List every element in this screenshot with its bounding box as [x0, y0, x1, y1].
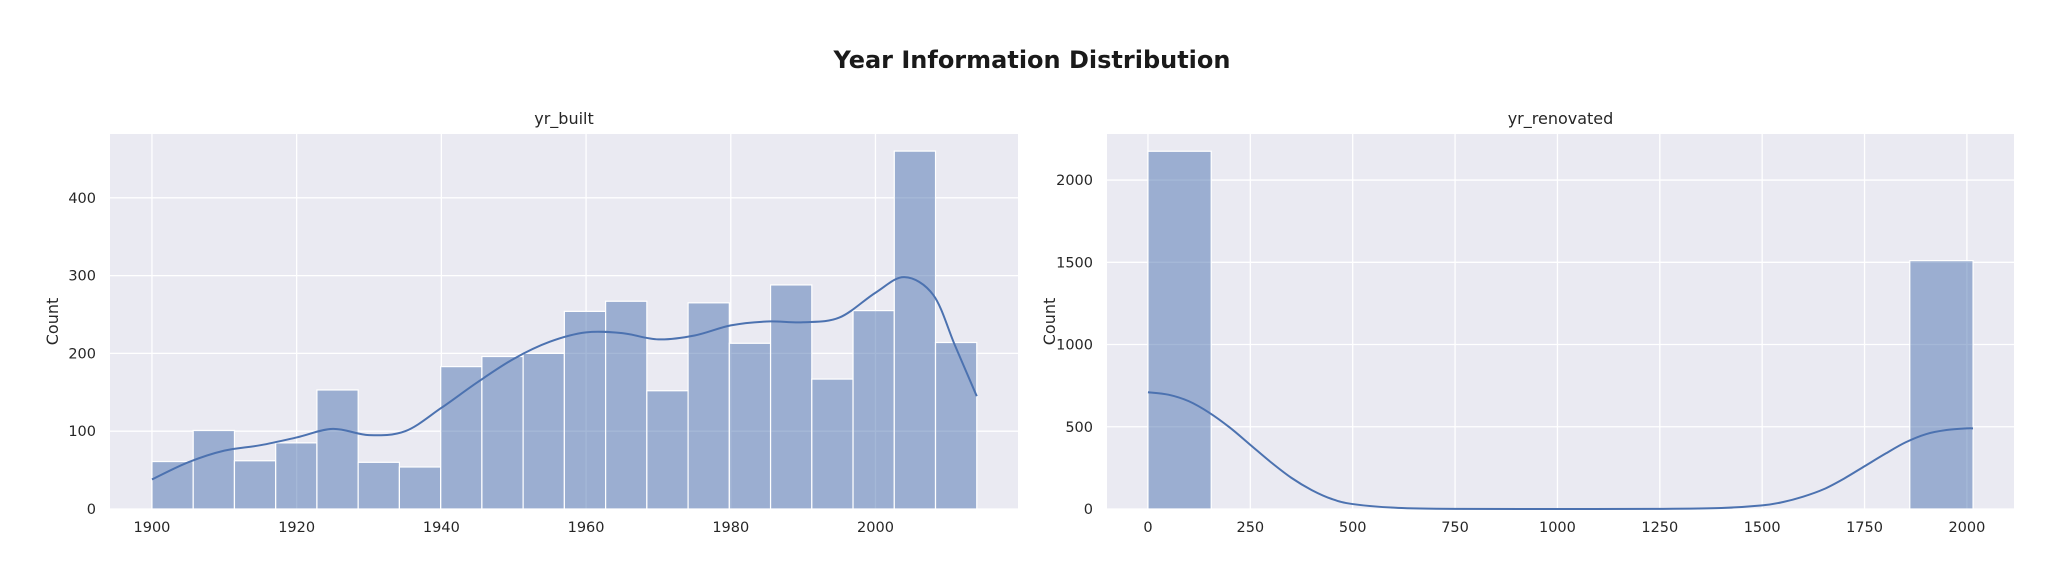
histogram-bar — [275, 442, 318, 510]
x-tick-label: 1960 — [568, 520, 605, 536]
histogram-bar — [1147, 150, 1212, 510]
x-tick-label: 1750 — [1846, 520, 1883, 536]
y-tick-label: 400 — [68, 191, 96, 207]
y-tick-label: 0 — [87, 502, 96, 518]
kde-line — [151, 276, 978, 481]
histogram-bar — [1909, 260, 1974, 510]
panel-title: yr_built — [534, 109, 594, 129]
histogram-bar — [233, 460, 277, 510]
x-tick-label: 1940 — [423, 520, 460, 536]
histogram-bar — [316, 389, 359, 510]
y-tick-label: 2000 — [1056, 173, 1093, 189]
histogram-bar — [852, 310, 895, 510]
histogram-bar — [934, 341, 978, 510]
histogram-bar — [728, 342, 772, 510]
y-tick-label: 200 — [68, 346, 96, 362]
histogram-bar — [440, 366, 483, 510]
y-tick-label: 1000 — [1056, 338, 1093, 354]
x-tick-label: 2000 — [1948, 520, 1985, 536]
y-tick-label: 1500 — [1056, 255, 1093, 271]
histogram-bar — [811, 378, 854, 510]
histogram-bar — [398, 466, 442, 510]
x-tick-label: 750 — [1441, 520, 1469, 536]
histogram-bar — [481, 355, 524, 510]
histogram-bar — [522, 352, 565, 510]
y-tick-label: 500 — [1065, 420, 1093, 436]
chart-panel-yr-built: 1900 1920 1940 1960 1980 2000 0 100 200 300 400 yr_… — [43, 109, 1018, 536]
y-tick-label: 0 — [1084, 502, 1093, 518]
histogram-bar — [687, 302, 730, 510]
histogram-bar — [646, 390, 689, 510]
x-tick-label: 2000 — [857, 520, 894, 536]
panels: 1900 1920 1940 1960 1980 2000 0 100 200 300 400 yr_… — [43, 109, 2014, 536]
x-tick-label: 1900 — [134, 520, 171, 536]
x-tick-label: 1500 — [1744, 520, 1781, 536]
x-tick-label: 1980 — [712, 520, 749, 536]
histogram-bar — [769, 284, 813, 510]
figure-title: Year Information Distribution — [833, 46, 1231, 74]
histogram-bar — [563, 310, 607, 510]
x-tick-label: 250 — [1236, 520, 1264, 536]
histogram-bar — [357, 461, 401, 510]
histogram-bar — [893, 150, 937, 510]
chart-panel-yr-renovated: 0 250 500 750 1000 1250 1500 1750 2000 0 500 1000 15… — [1040, 109, 2014, 536]
x-tick-label: 1920 — [278, 520, 315, 536]
y-axis-label: Count — [43, 298, 62, 346]
y-tick-label: 100 — [68, 424, 96, 440]
x-tick-label: 1000 — [1539, 520, 1576, 536]
x-tick-label: 500 — [1339, 520, 1367, 536]
x-tick-label: 1250 — [1641, 520, 1678, 536]
plot-area — [1107, 134, 2014, 509]
y-tick-label: 300 — [68, 269, 96, 285]
panel-title: yr_renovated — [1508, 109, 1614, 129]
y-axis-label: Count — [1040, 298, 1059, 346]
kde-line — [1147, 391, 1974, 511]
x-tick-label: 0 — [1143, 520, 1152, 536]
histogram-bar — [192, 429, 236, 510]
